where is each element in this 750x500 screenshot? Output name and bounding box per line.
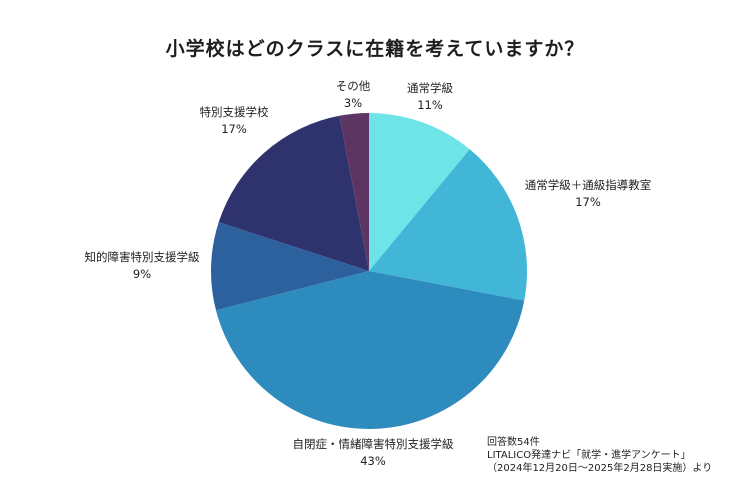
- slice-label-intellectual-disability-class: 知的障害特別支援学級 9%: [85, 249, 200, 283]
- slice-label-autism-emotional-class: 自閉症・情緒障害特別支援学級 43%: [293, 436, 454, 470]
- pie-slices: [211, 113, 528, 430]
- survey-period: （2024年12月20日～2025年2月28日実施）より: [487, 463, 713, 474]
- slice-label-text: 知的障害特別支援学級: [84, 250, 200, 264]
- slice-label-value: 17%: [575, 195, 601, 209]
- survey-source: LITALICO発達ナビ「就学・進学アンケート」: [487, 450, 691, 461]
- slice-label-value: 43%: [360, 454, 386, 468]
- slice-label-text: その他: [335, 79, 371, 93]
- slice-regular-class: [369, 113, 470, 271]
- slice-label-value: 11%: [417, 98, 443, 112]
- slice-label-regular-plus-resource-room: 通常学級＋通級指導教室 17%: [525, 177, 652, 211]
- slice-label-special-needs-school: 特別支援学校 17%: [200, 104, 269, 138]
- slice-label-value: 9%: [132, 267, 152, 281]
- slice-label-text: 自閉症・情緒障害特別支援学級: [292, 437, 454, 451]
- slice-label-text: 特別支援学校: [199, 105, 269, 119]
- chart-title: 小学校はどのクラスに在籍を考えていますか？: [165, 38, 585, 60]
- source-note: 回答数54件 LITALICO発達ナビ「就学・進学アンケート」 （2024年12…: [487, 436, 712, 475]
- slice-label-value: 17%: [221, 122, 247, 136]
- slice-label-value: 3%: [343, 96, 363, 110]
- slice-autism-emotional-class: [215, 271, 525, 430]
- slice-label-text: 通常学級＋通級指導教室: [524, 178, 652, 192]
- slice-special-needs-school: [218, 115, 369, 271]
- slice-regular-plus-resource-room: [369, 149, 528, 301]
- slice-other: [339, 113, 369, 271]
- slice-label-text: 通常学級: [407, 81, 453, 95]
- response-count: 回答数54件: [487, 437, 540, 448]
- slice-label-regular-class: 通常学級 11%: [407, 80, 453, 114]
- slice-label-other: その他 3%: [336, 78, 371, 112]
- slice-intellectual-disability-class: [211, 222, 369, 311]
